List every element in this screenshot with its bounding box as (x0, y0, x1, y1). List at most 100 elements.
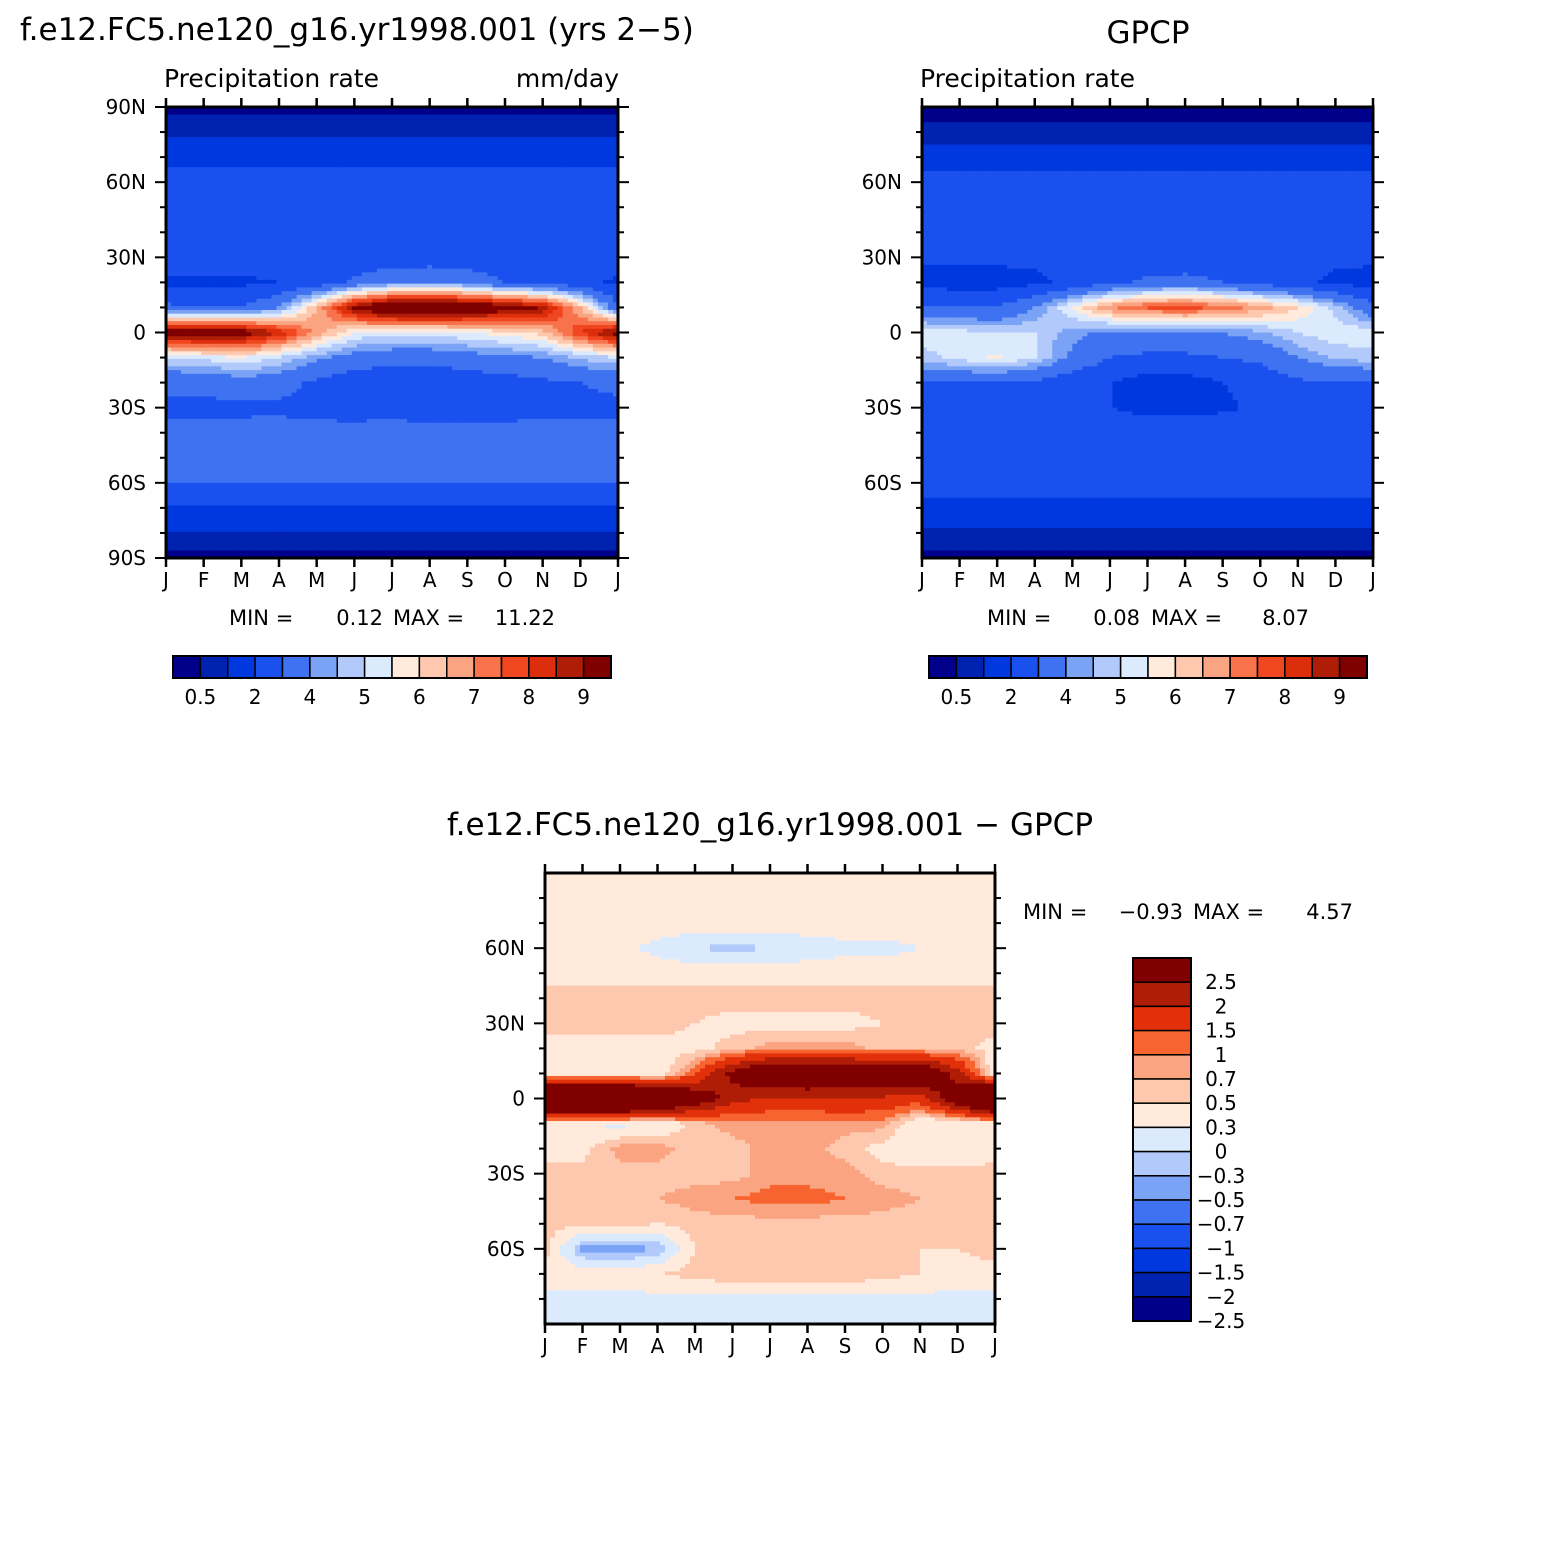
heatmap-cell (276, 415, 282, 419)
heatmap-cell (282, 547, 288, 551)
heatmap-cell (266, 483, 272, 487)
heatmap-cell (362, 340, 368, 344)
heatmap-cell (297, 220, 303, 224)
heatmap-cell (256, 547, 262, 551)
heatmap-cell (297, 208, 303, 212)
heatmap-cell (186, 220, 192, 224)
heatmap-cell (271, 505, 277, 509)
heatmap-cell (176, 272, 182, 276)
heatmap-cell (231, 295, 237, 299)
heatmap-cell (176, 505, 182, 509)
heatmap-cell (196, 539, 202, 543)
heatmap-cell (191, 479, 197, 483)
heatmap-cell (332, 547, 338, 551)
heatmap-cell (287, 385, 293, 389)
heatmap-cell (246, 329, 252, 333)
heatmap-cell (221, 280, 227, 284)
heatmap-cell (357, 167, 363, 171)
heatmap-cell (282, 145, 288, 149)
heatmap-cell (211, 366, 217, 370)
heatmap-cell (171, 145, 177, 149)
heatmap-cell (342, 306, 348, 310)
heatmap-cell (196, 400, 202, 404)
heatmap-cell (276, 550, 282, 554)
heatmap-cell (332, 197, 338, 201)
heatmap-cell (282, 423, 288, 427)
heatmap-cell (327, 535, 333, 539)
heatmap-cell (362, 171, 368, 175)
heatmap-cell (171, 487, 177, 491)
heatmap-cell (297, 145, 303, 149)
heatmap-cell (367, 231, 373, 235)
heatmap-cell (211, 483, 217, 487)
heatmap-cell (231, 175, 237, 179)
heatmap-cell (261, 317, 267, 321)
heatmap-cell (201, 276, 207, 280)
heatmap-cell (337, 434, 343, 438)
heatmap-cell (181, 186, 187, 190)
heatmap-cell (241, 291, 247, 295)
heatmap-cell (201, 254, 207, 258)
heatmap-cell (367, 156, 373, 160)
heatmap-cell (352, 524, 358, 528)
heatmap-cell (317, 374, 323, 378)
heatmap-cell (266, 325, 272, 329)
heatmap-cell (352, 310, 358, 314)
heatmap-cell (292, 148, 298, 152)
heatmap-cell (236, 355, 242, 359)
heatmap-cell (322, 532, 328, 536)
heatmap-cell (317, 246, 323, 250)
heatmap-cell (206, 464, 212, 468)
heatmap-cell (327, 137, 333, 141)
heatmap-cell (256, 464, 262, 468)
heatmap-cell (297, 498, 303, 502)
heatmap-cell (241, 325, 247, 329)
heatmap-cell (297, 284, 303, 288)
heatmap-cell (307, 224, 313, 228)
heatmap-cell (181, 145, 187, 149)
heatmap-cell (191, 212, 197, 216)
heatmap-cell (241, 539, 247, 543)
heatmap-cell (342, 133, 348, 137)
heatmap-cell (191, 133, 197, 137)
heatmap-cell (337, 126, 343, 130)
heatmap-cell (342, 468, 348, 472)
heatmap-cell (317, 175, 323, 179)
heatmap-cell (266, 396, 272, 400)
heatmap-cell (201, 400, 207, 404)
heatmap-cell (201, 449, 207, 453)
heatmap-cell (221, 370, 227, 374)
heatmap-cell (342, 186, 348, 190)
heatmap-cell (367, 212, 373, 216)
heatmap-cell (342, 175, 348, 179)
heatmap-cell (276, 438, 282, 442)
heatmap-cell (211, 310, 217, 314)
heatmap-cell (256, 453, 262, 457)
heatmap-cell (196, 269, 202, 273)
heatmap-cell (241, 269, 247, 273)
heatmap-cell (302, 193, 308, 197)
heatmap-cell (307, 528, 313, 532)
heatmap-cell (181, 246, 187, 250)
heatmap-cell (191, 434, 197, 438)
heatmap-cell (327, 438, 333, 442)
heatmap-cell (186, 284, 192, 288)
heatmap-cell (362, 186, 368, 190)
heatmap-cell (226, 468, 232, 472)
heatmap-cell (347, 302, 353, 306)
heatmap-cell (226, 122, 232, 126)
heatmap-cell (276, 284, 282, 288)
heatmap-cell (251, 231, 257, 235)
heatmap-cell (216, 193, 222, 197)
heatmap-cell (236, 122, 242, 126)
heatmap-cell (206, 272, 212, 276)
heatmap-cell (367, 539, 373, 543)
heatmap-cell (181, 524, 187, 528)
heatmap-cell (352, 317, 358, 321)
heatmap-cell (201, 314, 207, 318)
heatmap-cell (297, 257, 303, 261)
heatmap-cell (367, 355, 373, 359)
heatmap-cell (362, 539, 368, 543)
heatmap-cell (292, 242, 298, 246)
heatmap-cell (337, 224, 343, 228)
